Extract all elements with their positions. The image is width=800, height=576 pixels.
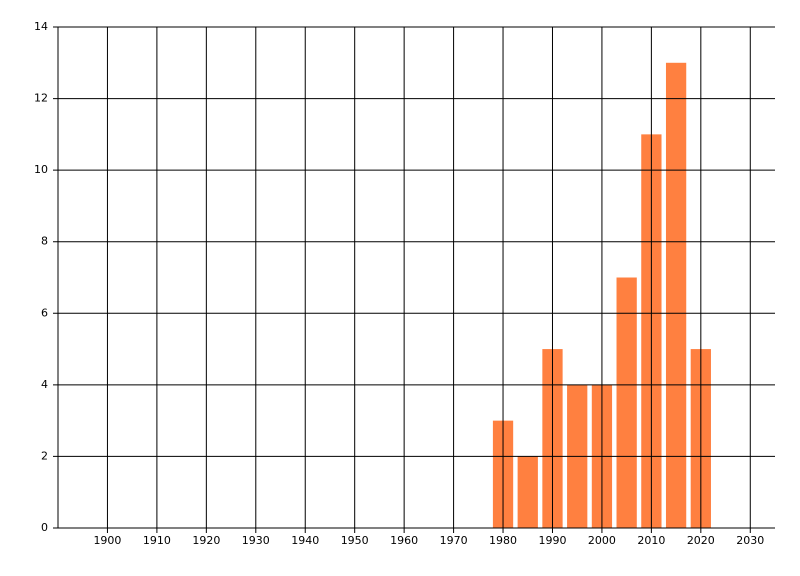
x-tick-label: 2010 (637, 534, 665, 547)
bar (665, 62, 687, 529)
x-tick-label: 1950 (341, 534, 369, 547)
x-tick-label: 1940 (291, 534, 319, 547)
y-tick-label: 0 (41, 521, 48, 534)
x-tick-label: 1930 (242, 534, 270, 547)
x-tick-label: 1920 (192, 534, 220, 547)
y-tick-label: 6 (41, 306, 48, 319)
x-tick-label: 2030 (736, 534, 764, 547)
x-tick-label: 1910 (143, 534, 171, 547)
x-tick-label: 1960 (390, 534, 418, 547)
y-tick-label: 12 (34, 92, 48, 105)
bar (616, 277, 637, 528)
bar (517, 456, 538, 528)
y-tick-label: 2 (41, 449, 48, 462)
y-tick-label: 14 (34, 20, 48, 33)
y-tick-label: 4 (41, 378, 48, 391)
x-tick-label: 1970 (440, 534, 468, 547)
x-tick-label: 2020 (687, 534, 715, 547)
y-tick-label: 10 (34, 163, 48, 176)
x-tick-label: 1900 (93, 534, 121, 547)
x-tick-label: 1980 (489, 534, 517, 547)
x-tick-label: 2000 (588, 534, 616, 547)
y-tick-label: 8 (41, 235, 48, 248)
x-tick-label: 1990 (538, 534, 566, 547)
